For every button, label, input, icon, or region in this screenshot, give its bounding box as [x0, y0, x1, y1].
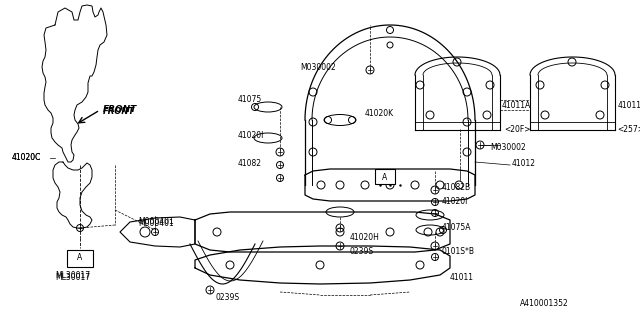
Text: 41012: 41012 — [512, 158, 536, 167]
Text: M000401: M000401 — [138, 219, 173, 228]
Text: 41075A: 41075A — [442, 222, 472, 231]
Text: <257>: <257> — [617, 125, 640, 134]
Text: M030002: M030002 — [490, 143, 525, 153]
Text: 41020I: 41020I — [238, 131, 264, 140]
Text: M030002: M030002 — [300, 63, 336, 73]
Text: A: A — [382, 172, 388, 181]
Text: 0239S: 0239S — [350, 247, 374, 257]
Text: <20F>: <20F> — [504, 125, 531, 134]
Text: 41020C: 41020C — [12, 154, 42, 163]
Text: 41020I: 41020I — [442, 197, 468, 206]
Text: M000401: M000401 — [138, 218, 173, 227]
Text: 41020K: 41020K — [365, 109, 394, 118]
Text: 41082: 41082 — [238, 158, 262, 167]
Text: 0101S*B: 0101S*B — [442, 247, 475, 257]
Text: 41011A: 41011A — [502, 100, 531, 109]
Text: A410001352: A410001352 — [520, 300, 569, 308]
Text: 41011: 41011 — [450, 273, 474, 282]
Text: 0239S: 0239S — [215, 292, 239, 301]
Text: 41011A: 41011A — [618, 100, 640, 109]
Text: 41082B: 41082B — [442, 182, 471, 191]
Text: FRONT: FRONT — [103, 108, 135, 116]
Text: ML30017: ML30017 — [55, 273, 90, 282]
Text: FRONT: FRONT — [103, 106, 137, 115]
Text: 41020H: 41020H — [350, 233, 380, 242]
Text: 41075: 41075 — [238, 95, 262, 105]
Text: A: A — [77, 253, 83, 262]
Text: ML30017: ML30017 — [55, 270, 90, 279]
FancyBboxPatch shape — [375, 169, 395, 184]
Text: 41020C: 41020C — [12, 154, 42, 163]
FancyBboxPatch shape — [67, 250, 93, 267]
